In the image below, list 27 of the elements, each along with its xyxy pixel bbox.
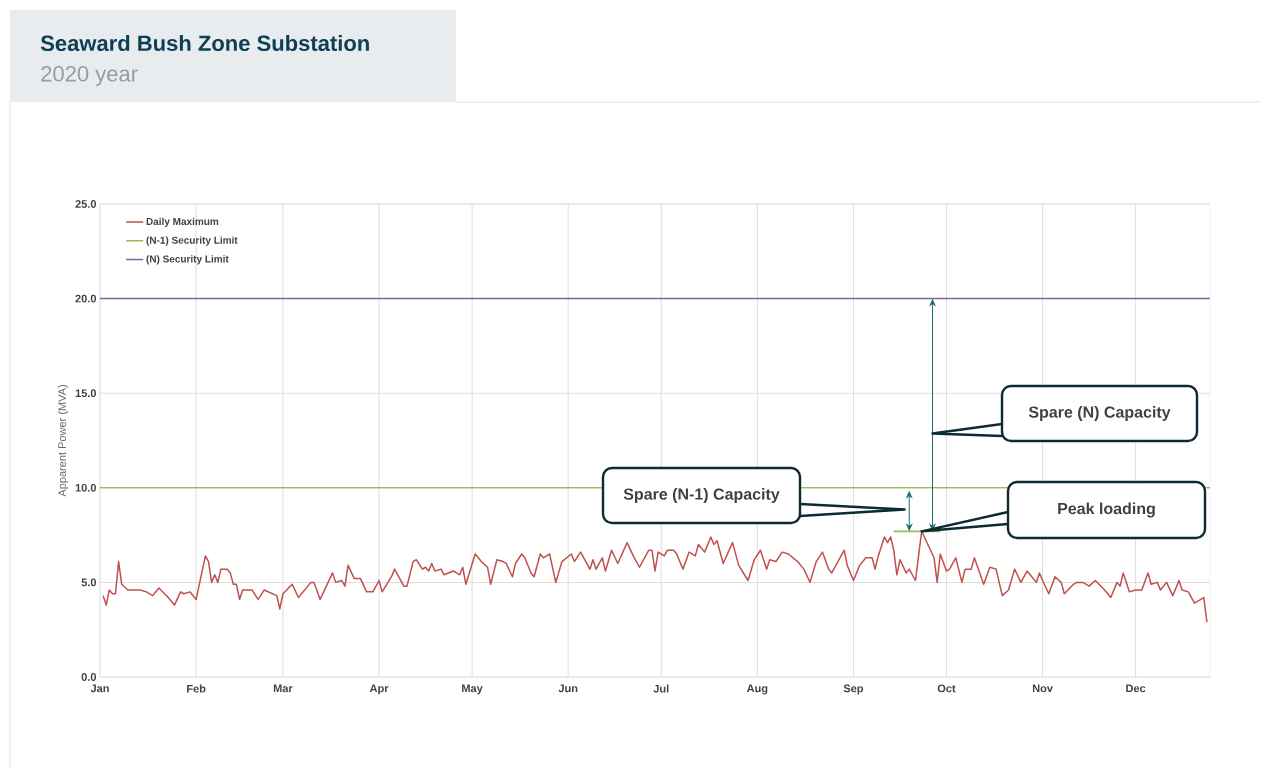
y-tick-label: 15.0 bbox=[75, 389, 97, 398]
y-tick-label: 20.0 bbox=[75, 294, 97, 303]
x-tick-label: Jun bbox=[558, 684, 578, 693]
x-tick-label: Oct bbox=[937, 684, 956, 693]
x-tick-label: Jul bbox=[653, 684, 669, 693]
annotation: Spare (N) Capacity bbox=[1028, 406, 1171, 421]
y-tick-label: 10.0 bbox=[75, 483, 97, 492]
legend-label: Daily Maximum bbox=[146, 217, 219, 227]
y-tick-label: 5.0 bbox=[81, 578, 97, 587]
chart-title: Seaward Bush Zone Substation bbox=[40, 34, 369, 52]
annotation: Spare (N-1) Capacity bbox=[623, 488, 780, 503]
legend-label: (N-1) Security Limit bbox=[146, 236, 238, 246]
x-tick-label: Mar bbox=[273, 684, 293, 693]
x-tick-label: Sep bbox=[843, 684, 864, 695]
x-tick-label: Jan bbox=[90, 684, 109, 693]
x-tick-label: Feb bbox=[187, 684, 206, 693]
y-tick-label: 25.0 bbox=[75, 200, 97, 208]
x-tick-label: Nov bbox=[1032, 684, 1053, 693]
y-tick-label: 0.0 bbox=[81, 673, 97, 681]
x-tick-label: Dec bbox=[1126, 684, 1146, 693]
annotation: Peak loading bbox=[1058, 502, 1155, 518]
chart-subtitle: 2020 year bbox=[41, 66, 138, 86]
x-tick-label: Aug bbox=[746, 684, 768, 695]
x-tick-label: May bbox=[462, 684, 483, 695]
x-tick-label: Apr bbox=[369, 684, 389, 695]
legend-label: (N) Security Limit bbox=[146, 255, 229, 265]
y-axis-title: Apparent Power (MVA) bbox=[57, 385, 69, 497]
